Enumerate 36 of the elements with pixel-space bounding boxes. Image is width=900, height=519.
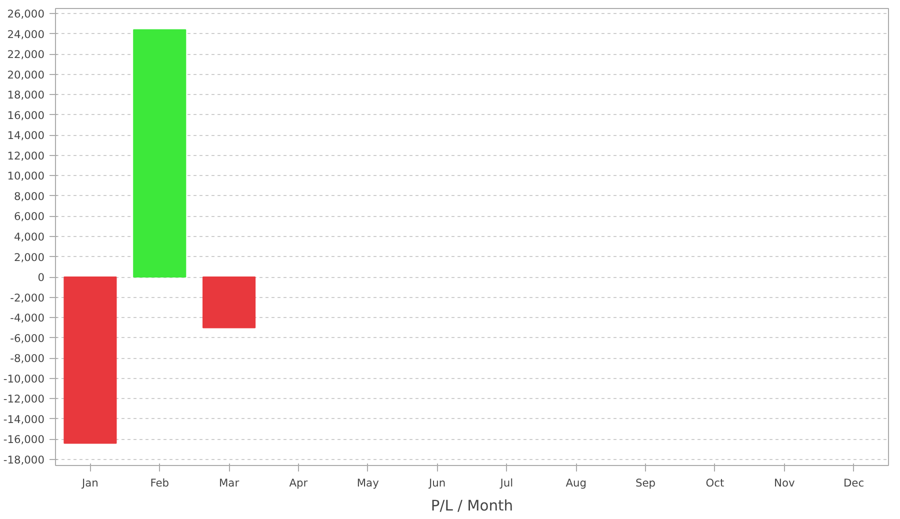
y-tick-label: 0 (38, 271, 45, 284)
x-tick-label: Feb (150, 476, 170, 490)
y-tick-label: 12,000 (7, 149, 45, 162)
y-tick-label: 22,000 (7, 48, 45, 62)
y-tick-label: 8,000 (14, 190, 45, 203)
y-tick-label: 10,000 (7, 170, 45, 183)
y-tick-label: -14,000 (3, 412, 45, 426)
x-tick-label: Jan (80, 476, 98, 490)
y-tick-label: 6,000 (14, 210, 45, 224)
y-tick-label: 24,000 (7, 28, 45, 41)
x-axis-title: P/L / Month (430, 498, 514, 514)
y-tick-label: 16,000 (7, 108, 45, 122)
y-tick-label: 26,000 (7, 8, 45, 21)
y-tick-label: -12,000 (3, 392, 45, 406)
y-tick-label: 20,000 (7, 68, 45, 82)
y-tick-label: -2,000 (10, 291, 45, 304)
x-tick-label: Dec (843, 476, 864, 490)
x-tick-label: Sep (636, 476, 656, 490)
x-tick-label: Oct (706, 476, 724, 490)
y-tick-label: -16,000 (3, 433, 45, 446)
y-tick-label: -6,000 (10, 332, 45, 345)
y-tick-label: 18,000 (7, 88, 45, 102)
x-tick-label: Jul (499, 476, 514, 490)
y-tick-label: 4,000 (14, 230, 45, 244)
y-tick-label: -10,000 (3, 372, 45, 386)
y-tick-label: -18,000 (3, 453, 45, 466)
y-tick-label: -8,000 (10, 352, 45, 366)
x-tick-label: Jun (428, 476, 446, 490)
x-tick-label: Mar (218, 476, 240, 490)
x-tick-label: Aug (566, 476, 587, 490)
y-tick-label: 14,000 (7, 129, 45, 142)
x-tick-label: Nov (774, 476, 795, 490)
y-tick-label: -4,000 (10, 312, 45, 325)
x-tick-label: May (356, 476, 379, 490)
y-tick-label: 2,000 (14, 250, 45, 264)
x-tick-label: Apr (289, 476, 308, 490)
